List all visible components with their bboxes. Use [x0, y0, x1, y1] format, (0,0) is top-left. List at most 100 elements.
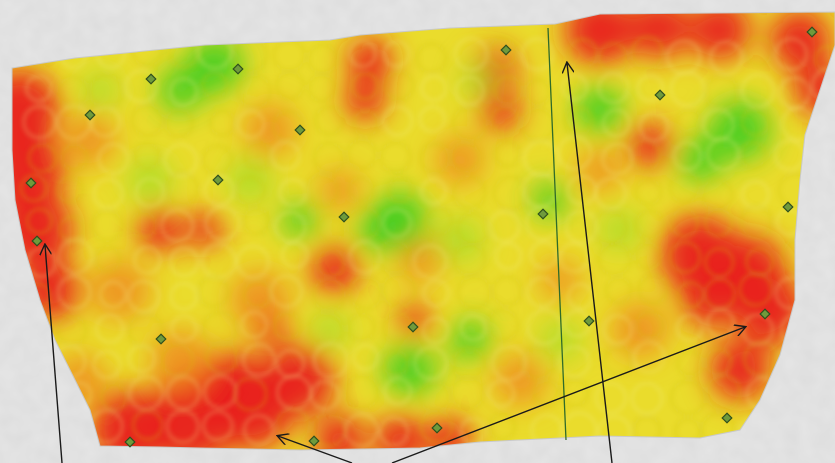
sample-point-marker[interactable] [145, 73, 157, 85]
heat-blob [375, 415, 425, 450]
heat-texture-cell [738, 272, 774, 307]
heat-texture-cell [632, 340, 666, 374]
sample-point-marker[interactable] [294, 124, 306, 136]
heat-texture-cell [743, 36, 774, 67]
sample-point-marker[interactable] [84, 109, 96, 121]
heat-texture-cell [520, 345, 556, 381]
sample-point-marker[interactable] [721, 412, 733, 424]
heat-texture-cell [382, 105, 414, 137]
heat-texture-cell [422, 279, 451, 308]
heat-texture-cell [634, 310, 665, 340]
heat-texture-cell [739, 140, 768, 170]
heat-texture-cell [561, 73, 589, 102]
arrow-bottom-left [278, 436, 353, 463]
sample-point-marker[interactable] [407, 321, 419, 333]
heat-texture-cell [454, 75, 485, 107]
heat-texture-cell [165, 409, 200, 444]
heat-blob [710, 340, 770, 400]
sample-point-marker[interactable] [537, 208, 549, 220]
sample-point-marker[interactable] [500, 44, 512, 56]
heat-texture-cell [56, 274, 92, 310]
heat-texture-cell [307, 311, 345, 349]
heat-blob [532, 182, 568, 218]
sample-point-marker[interactable] [124, 436, 136, 448]
heat-texture-cell [241, 342, 276, 378]
heat-texture-cell [419, 409, 454, 444]
heat-texture-cell [98, 280, 127, 309]
heat-texture-cell [205, 340, 239, 375]
heat-texture-cell [668, 240, 702, 274]
heat-texture-cell [703, 207, 734, 238]
heat-texture-cell [163, 143, 199, 178]
heat-blob [612, 302, 668, 358]
heat-blob [682, 272, 738, 328]
heat-texture-cell [739, 204, 774, 239]
heat-texture-cell [493, 75, 524, 105]
heat-texture-cell [628, 138, 662, 173]
heat-texture-cell [269, 274, 304, 309]
sample-point-marker[interactable] [759, 308, 771, 320]
heat-texture-cell [676, 281, 705, 310]
sample-point-marker[interactable] [232, 63, 244, 75]
heat-texture-cell [485, 308, 520, 343]
heat-texture-cell [60, 143, 89, 172]
heat-texture-cell [19, 173, 49, 203]
heat-texture-cell [280, 241, 309, 270]
heat-blob [576, 86, 624, 134]
heat-texture-cell [491, 275, 523, 307]
heat-texture-cell [709, 40, 744, 76]
sample-point-marker[interactable] [338, 211, 350, 223]
sample-point-marker[interactable] [431, 422, 443, 434]
heat-blob [540, 320, 580, 360]
sample-point-marker[interactable] [308, 435, 320, 447]
sample-point-marker[interactable] [25, 177, 37, 189]
heatmap-outline [11, 11, 835, 451]
heat-texture-cell [669, 208, 700, 238]
heat-texture-cell [316, 213, 346, 243]
sample-point-marker[interactable] [782, 201, 794, 213]
heat-texture-cell [602, 314, 634, 345]
heat-texture-cell [563, 106, 594, 137]
heat-texture-cell [525, 205, 561, 241]
heat-texture-cell [378, 416, 410, 447]
heat-blob [320, 170, 360, 210]
heat-texture-cell [170, 314, 198, 343]
heat-blob [600, 210, 640, 250]
heat-texture-cell [740, 73, 776, 109]
heat-texture-cell [604, 276, 633, 305]
heat-texture-cell [490, 344, 528, 382]
heat-texture-cell [486, 379, 516, 408]
heat-texture-cell [132, 245, 162, 275]
heat-texture-cell [344, 412, 379, 448]
sample-point-marker[interactable] [155, 333, 167, 345]
heat-texture-cell [92, 350, 122, 380]
sample-point-marker[interactable] [583, 315, 595, 327]
heat-texture-cell [124, 69, 159, 104]
heat-texture-cell [89, 106, 122, 138]
heat-texture-cell [90, 208, 124, 243]
heat-texture-cell [566, 282, 595, 311]
heat-blob [436, 136, 484, 184]
heat-texture-cell [381, 349, 410, 378]
heat-texture-cell [452, 242, 487, 277]
heat-texture-cell [169, 282, 199, 311]
heat-texture-cell [129, 210, 158, 239]
heat-texture-cell [451, 175, 487, 210]
heat-texture-cell [630, 382, 664, 415]
heat-texture-cell [451, 105, 488, 142]
heat-texture-cell [346, 312, 376, 343]
heat-texture-cell [352, 109, 380, 138]
heat-texture-cell [346, 205, 382, 241]
heat-texture-cell [304, 173, 340, 208]
heat-texture-cell [99, 382, 129, 412]
heat-texture-cell [386, 175, 414, 204]
sample-point-marker[interactable] [654, 89, 666, 101]
heat-blob [64, 114, 116, 166]
heat-texture-cell [57, 238, 94, 275]
sample-point-marker[interactable] [806, 26, 818, 38]
heat-texture-cell [201, 144, 234, 176]
heat-texture-cell [594, 381, 628, 414]
sample-point-marker[interactable] [212, 174, 224, 186]
